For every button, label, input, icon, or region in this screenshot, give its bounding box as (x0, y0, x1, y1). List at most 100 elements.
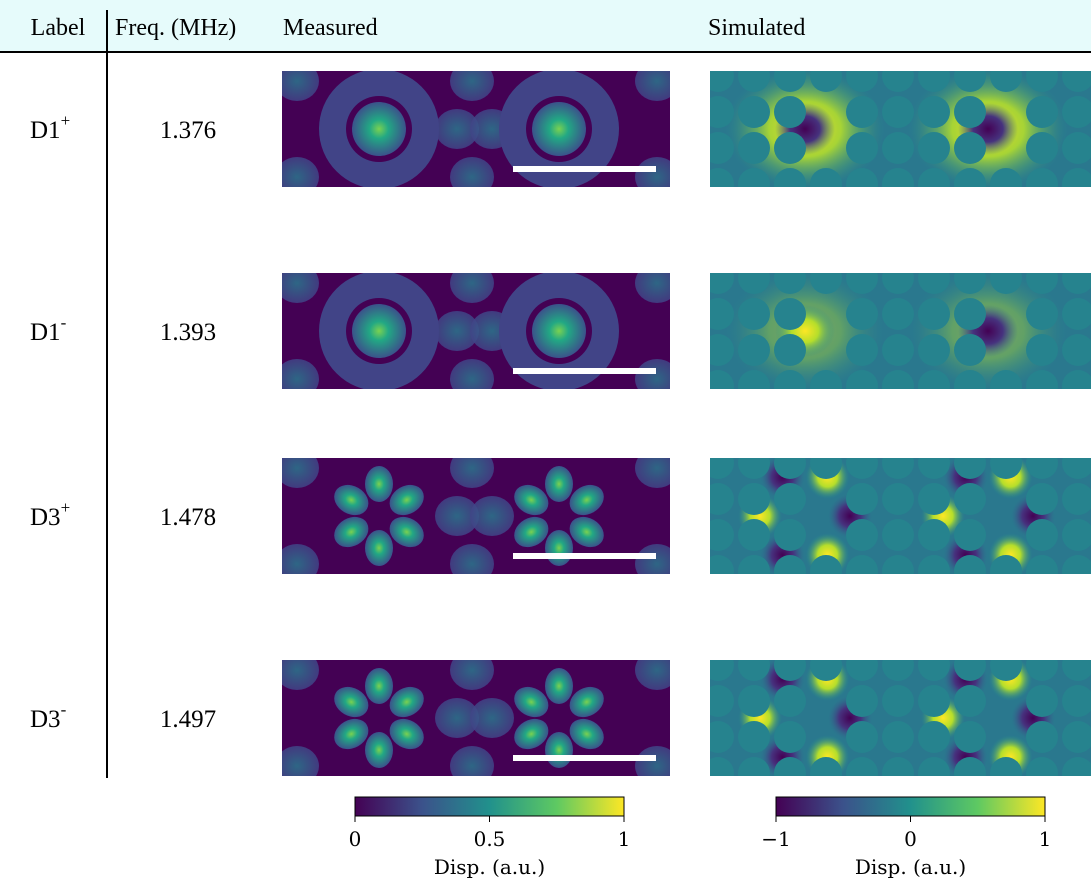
pillar (810, 555, 842, 574)
scale-bar (513, 755, 656, 761)
label-text: D1 (30, 319, 61, 346)
simulated-image (710, 660, 1091, 776)
pillar (954, 370, 986, 389)
header-measured: Measured (283, 15, 378, 41)
measured-image (282, 273, 670, 389)
pillar (1062, 555, 1091, 574)
petal (569, 718, 604, 750)
side-blob (282, 157, 319, 187)
pillar (954, 273, 986, 294)
pillar (954, 334, 986, 366)
scale-bar (513, 553, 656, 559)
pillar (710, 298, 734, 330)
pillar (774, 370, 806, 389)
core (352, 102, 406, 156)
pillar (1062, 71, 1091, 92)
petal (389, 718, 424, 750)
core (352, 304, 406, 358)
pillar (738, 132, 770, 164)
pillar (954, 555, 986, 574)
side-blob (282, 544, 319, 574)
pillar (774, 71, 806, 92)
petal (569, 484, 604, 516)
side-blob (450, 71, 494, 101)
pillar (918, 519, 950, 551)
pillar (882, 132, 914, 164)
colorbar (354, 796, 625, 817)
pillar (846, 298, 878, 330)
pillar (1026, 555, 1058, 574)
pillar (1062, 458, 1091, 479)
pillar (1062, 660, 1091, 681)
pillar (1026, 334, 1058, 366)
petal (545, 668, 573, 704)
pillar (882, 685, 914, 717)
colorbar-tick-label: −1 (761, 827, 790, 851)
petal (365, 466, 393, 502)
pillar (1062, 334, 1091, 366)
petal (389, 516, 424, 548)
pillar (710, 660, 734, 681)
pillar (882, 370, 914, 389)
colorbar-label: Disp. (a.u.) (855, 855, 966, 879)
side-blob (282, 458, 319, 488)
row-label: D3+ (30, 498, 70, 531)
image-content (710, 71, 1091, 187)
pillar (1062, 757, 1091, 776)
pillar (738, 483, 770, 515)
pillar (918, 757, 950, 776)
pillar (1062, 132, 1091, 164)
header-simulated: Simulated (708, 15, 805, 41)
pillar (810, 273, 842, 294)
pillar (774, 660, 806, 681)
pillar (774, 298, 806, 330)
pillar (990, 458, 1022, 479)
pillar (810, 660, 842, 681)
pillar (990, 370, 1022, 389)
pillar (918, 721, 950, 753)
pillar (1026, 483, 1058, 515)
pillar (846, 132, 878, 164)
side-blob (282, 273, 319, 303)
pillar (918, 370, 950, 389)
colorbar-tick-label: 0 (349, 827, 362, 851)
pillar (882, 555, 914, 574)
pillar (1026, 721, 1058, 753)
side-blob (282, 71, 319, 101)
pillar (918, 334, 950, 366)
pillar (738, 334, 770, 366)
pillar (882, 483, 914, 515)
pillar (810, 757, 842, 776)
pillar (738, 555, 770, 574)
pillar (738, 458, 770, 479)
image-content (282, 273, 670, 389)
pillar (918, 96, 950, 128)
frequency: 1.497 (160, 706, 216, 733)
pillar (918, 168, 950, 187)
pillar (1062, 370, 1091, 389)
pillar (1062, 96, 1091, 128)
pillar (954, 298, 986, 330)
side-blob (450, 660, 494, 690)
simulated-image (710, 71, 1091, 187)
pillar (710, 96, 734, 128)
petal (334, 718, 369, 750)
pillar (774, 757, 806, 776)
petal (365, 530, 393, 566)
pillar (710, 370, 734, 389)
colorbar-tick-label: 1 (618, 827, 631, 851)
pillar (1026, 298, 1058, 330)
petal (545, 466, 573, 502)
pillar (846, 273, 878, 294)
pillar (710, 458, 734, 479)
pillar (738, 757, 770, 776)
pillar (954, 458, 986, 479)
side-blob (450, 746, 494, 776)
petal (569, 516, 604, 548)
label-sign: + (61, 111, 71, 130)
side-blob (282, 660, 319, 690)
pillar (918, 298, 950, 330)
scale-bar (513, 368, 656, 374)
label-sign: - (61, 700, 67, 719)
pillar (738, 370, 770, 389)
